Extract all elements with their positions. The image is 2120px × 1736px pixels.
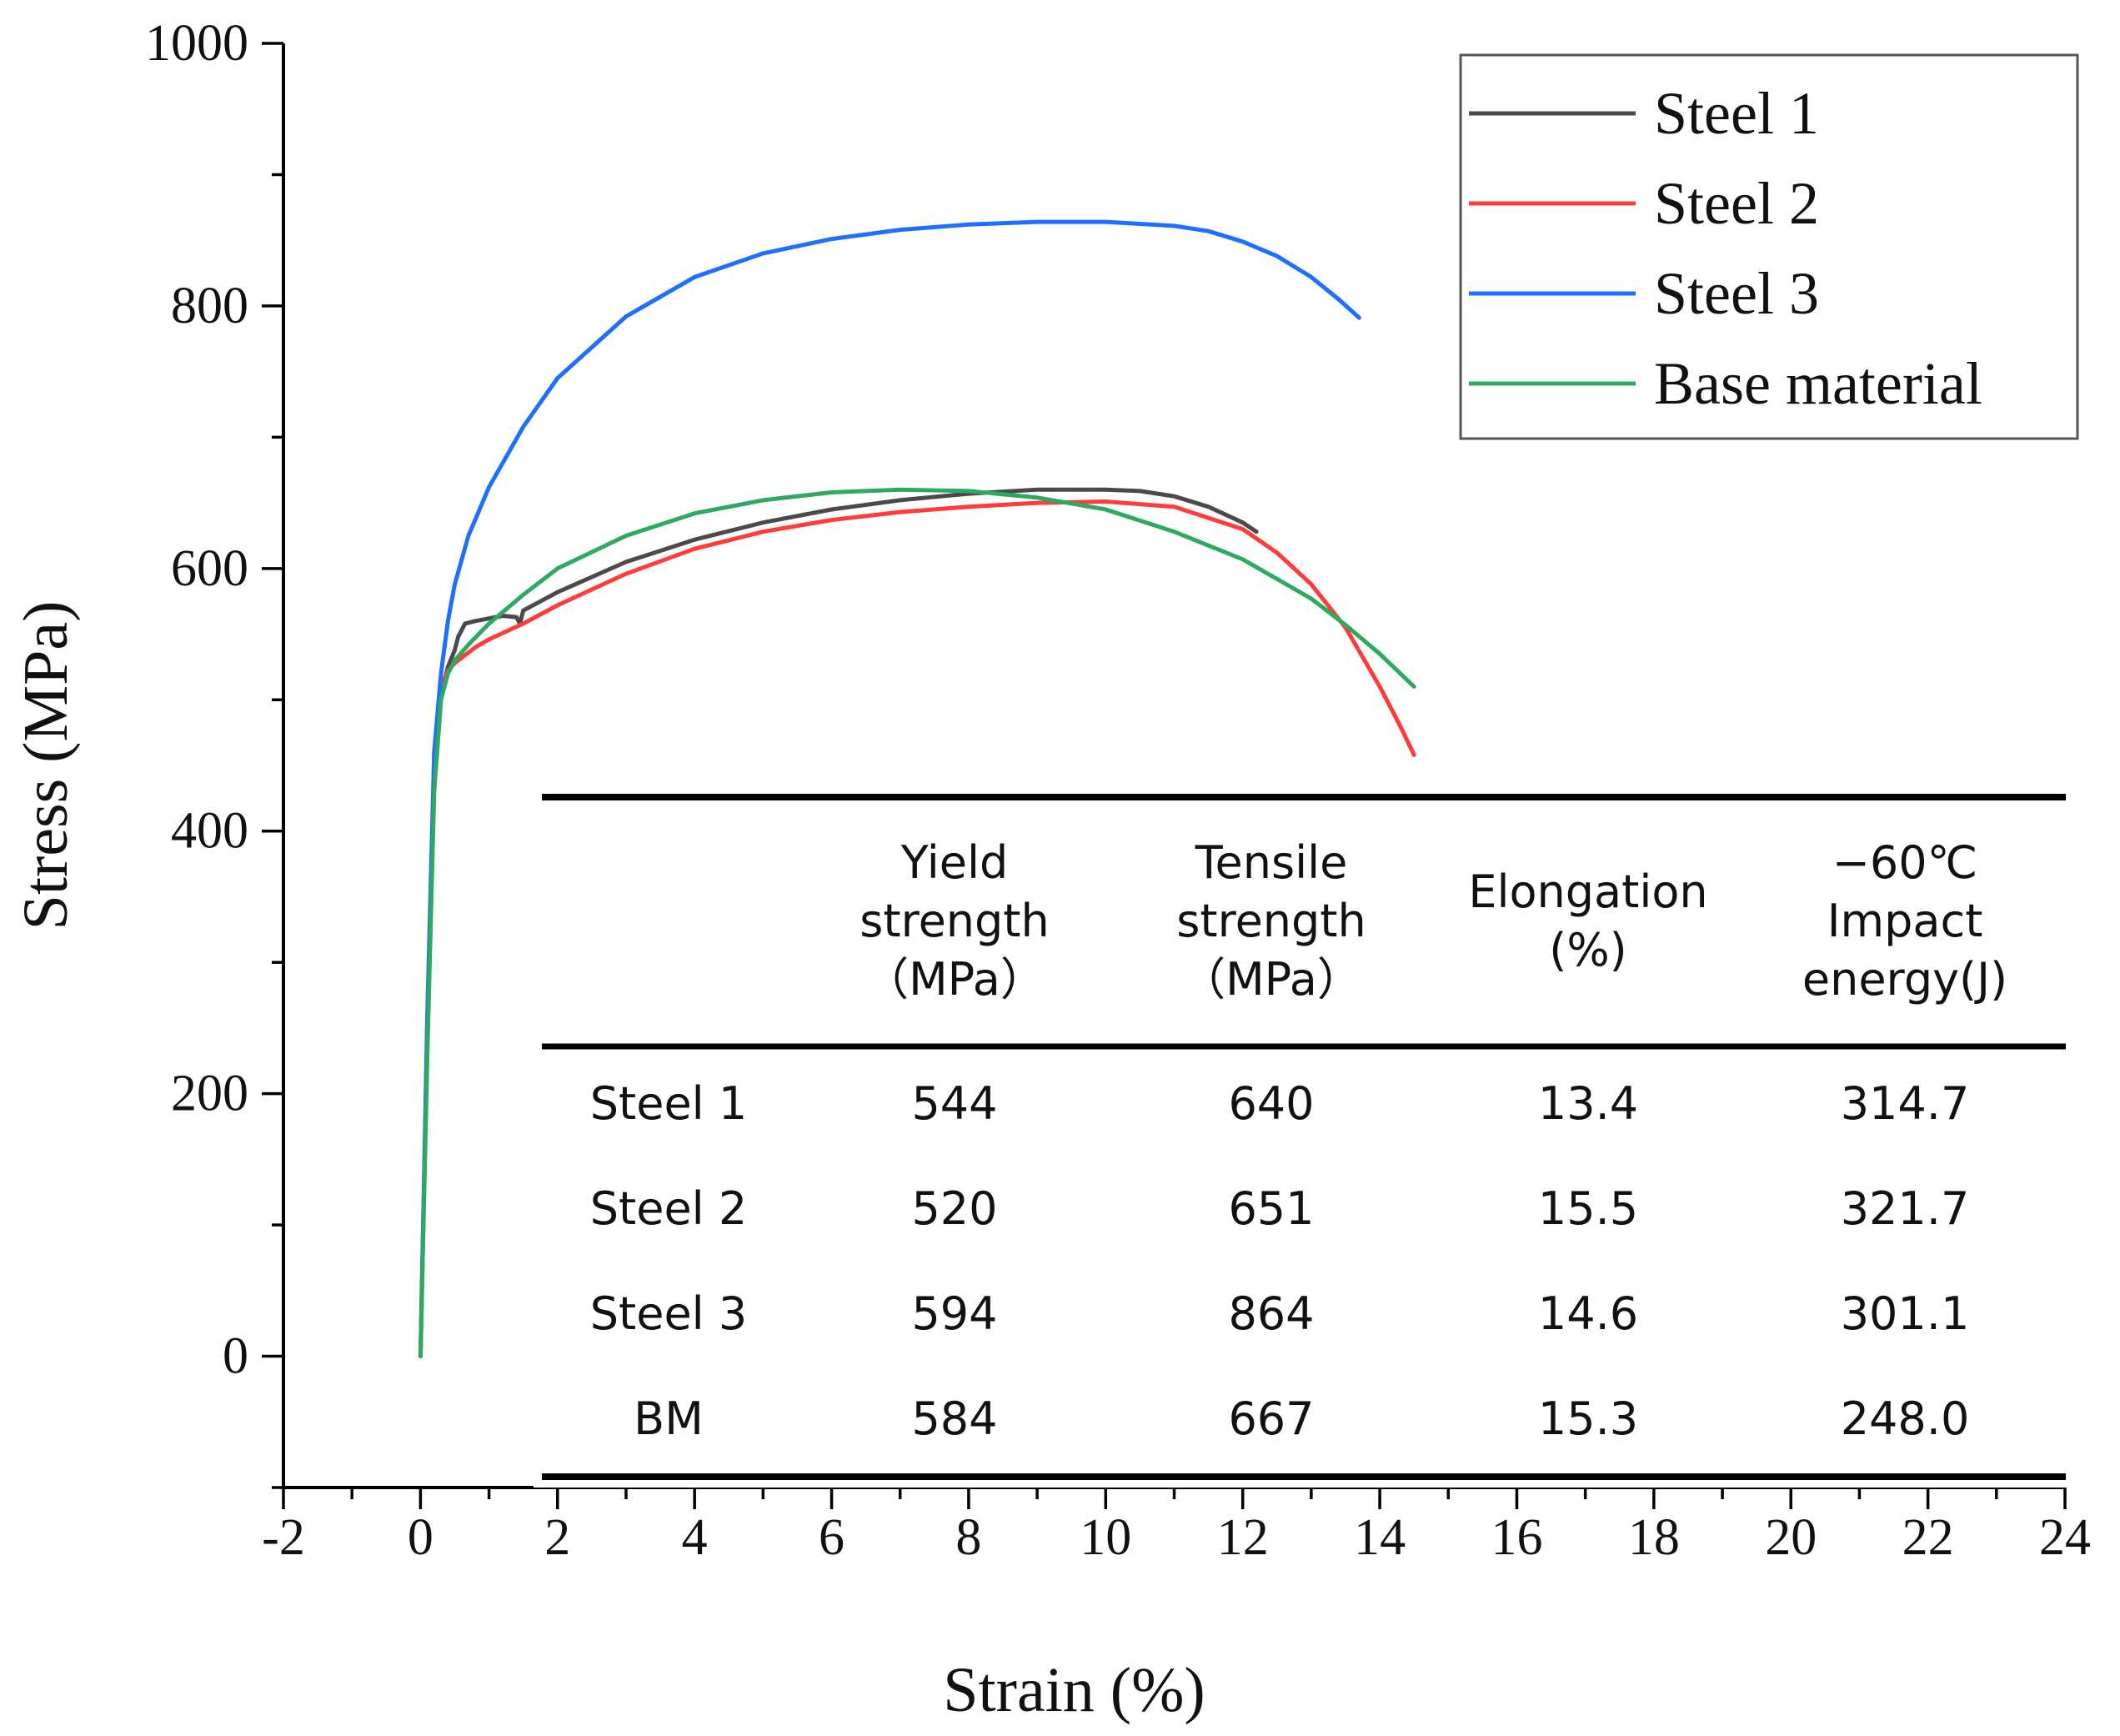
table-header-cell: Impact	[1827, 895, 1983, 947]
x-tick-label: 4	[682, 1509, 708, 1566]
table-row-label: Steel 3	[590, 1287, 747, 1340]
y-tick-label: 600	[171, 540, 248, 597]
series-line-steel-1	[418, 487, 1259, 1358]
legend-box	[1459, 53, 2079, 440]
series-line-base-material	[418, 487, 1416, 1358]
x-tick-label: 10	[1080, 1509, 1131, 1566]
x-tick-label: 0	[408, 1509, 434, 1566]
x-tick-label: 2	[544, 1509, 570, 1566]
x-axis-title: Strain (%)	[943, 1655, 1205, 1725]
table-header-cell: strength	[860, 895, 1049, 947]
x-tick-label: 6	[819, 1509, 844, 1566]
table-cell: 667	[1228, 1392, 1314, 1445]
legend-label: Steel 3	[1654, 260, 1819, 327]
x-tick-label: 12	[1217, 1509, 1269, 1566]
table-cell: 584	[911, 1392, 997, 1445]
table-cell: 640	[1228, 1077, 1314, 1130]
table-header-cell: （MPa）	[1180, 953, 1362, 1006]
legend-label: Steel 2	[1654, 170, 1819, 237]
table-cell: 314.7	[1841, 1077, 1970, 1130]
table-cell: 14.6	[1538, 1287, 1638, 1340]
table-header-cell: Yield	[900, 836, 1009, 889]
table-cell: 520	[911, 1182, 997, 1235]
y-tick-label: 0	[223, 1328, 248, 1385]
table-cell: 15.3	[1538, 1392, 1638, 1445]
x-tick-label: 24	[2039, 1509, 2091, 1566]
x-tick-label: 14	[1354, 1509, 1406, 1566]
y-tick-label: 400	[171, 803, 248, 860]
table-header-cell: Tensile	[1195, 836, 1348, 889]
x-tick-label: 8	[955, 1509, 981, 1566]
table-row-label: BM	[634, 1392, 704, 1445]
table-cell: 594	[911, 1287, 997, 1340]
y-tick-label: 200	[171, 1066, 248, 1122]
table-row-label: Steel 2	[590, 1182, 747, 1235]
x-tick-label: 22	[1902, 1509, 1954, 1566]
table-background	[534, 789, 2074, 1488]
legend-label: Steel 1	[1654, 80, 1819, 147]
y-tick-label: 800	[171, 278, 248, 334]
table-cell: 651	[1228, 1182, 1314, 1235]
table-header-cell: −60℃	[1832, 836, 1978, 889]
x-tick-label: 20	[1765, 1509, 1817, 1566]
table-header-cell: strength	[1176, 895, 1366, 947]
legend-label: Base material	[1654, 350, 1982, 417]
x-tick-label: 18	[1628, 1509, 1680, 1566]
y-tick-label: 1000	[145, 15, 248, 72]
y-axis-title: Stress (MPa)	[11, 601, 81, 931]
table-cell: 13.4	[1538, 1077, 1638, 1130]
table-row-label: Steel 1	[590, 1077, 747, 1130]
table-header-cell: energy(J)	[1802, 953, 2007, 1006]
table-cell: 321.7	[1841, 1182, 1970, 1235]
table-cell: 864	[1228, 1287, 1314, 1340]
table-cell: 15.5	[1538, 1182, 1638, 1235]
table-header-cell: （MPa）	[864, 953, 1045, 1006]
table-cell: 248.0	[1841, 1392, 1970, 1445]
table-cell: 301.1	[1841, 1287, 1970, 1340]
series-line-steel-3	[418, 219, 1361, 1358]
table-header-cell: Elongation	[1468, 865, 1707, 918]
x-tick-label: 16	[1491, 1509, 1542, 1566]
table-header-cell: (%)	[1549, 924, 1626, 976]
table-cell: 544	[911, 1077, 997, 1130]
x-tick-label: -2	[262, 1509, 305, 1566]
